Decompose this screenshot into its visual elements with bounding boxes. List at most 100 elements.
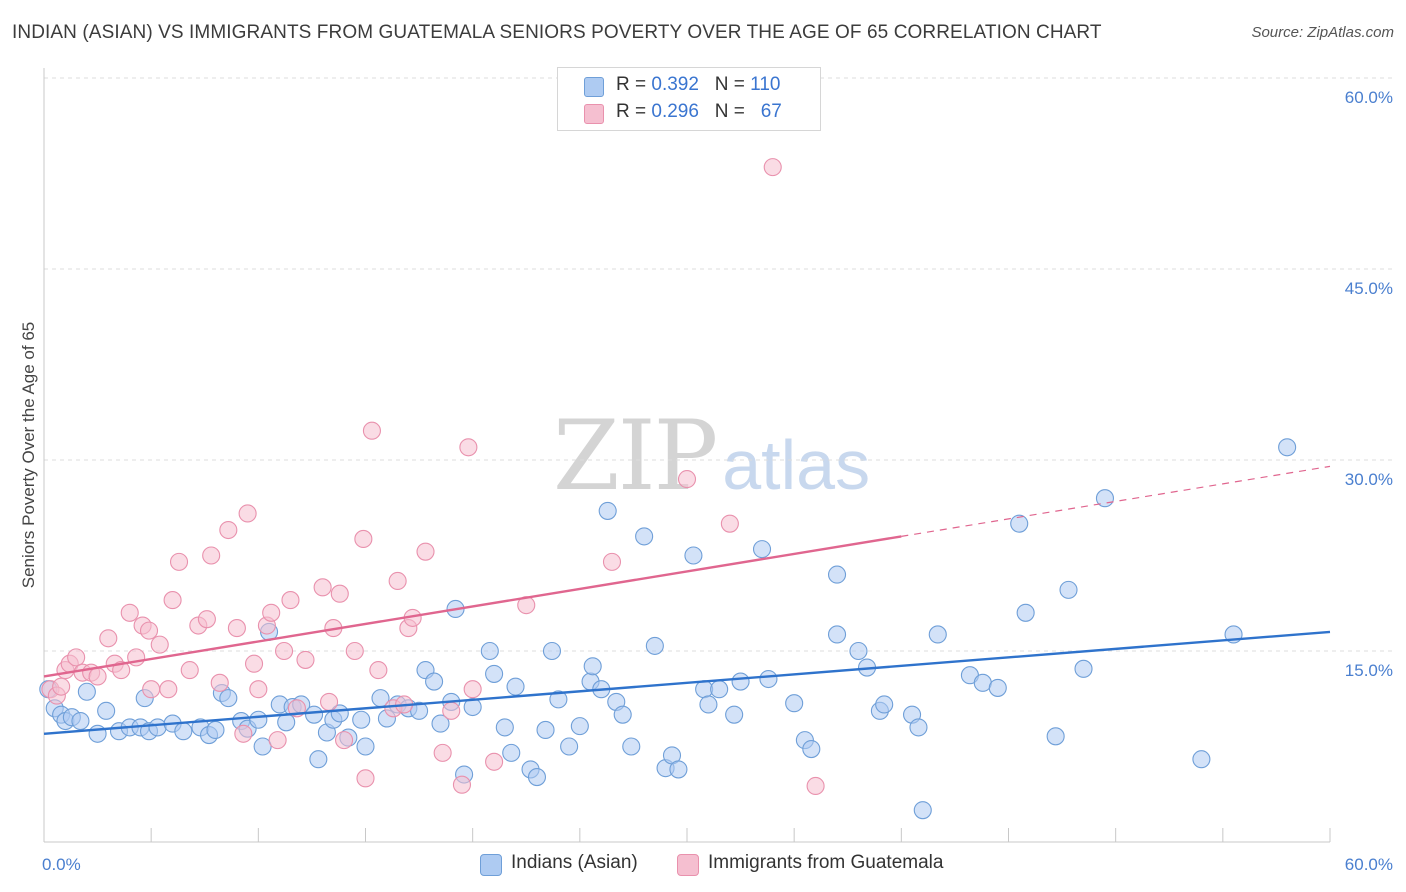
data-point (463, 680, 482, 699)
data-point (356, 737, 375, 756)
trend-line (43, 630, 1331, 735)
data-point (139, 621, 159, 640)
correlation-legend: R = 0.392 N = 110 R = 0.296 N = 67 (557, 67, 821, 131)
data-point (463, 697, 482, 717)
data-point (142, 680, 161, 699)
y-tick-label: 30.0% (1345, 470, 1393, 489)
data-point (88, 724, 107, 743)
data-point (97, 701, 116, 720)
data-point (560, 737, 579, 756)
data-point (909, 718, 928, 737)
data-point (695, 680, 714, 699)
data-point (219, 520, 238, 540)
data-point (148, 718, 167, 737)
data-point (431, 714, 450, 733)
data-point (416, 542, 435, 561)
data-point (234, 724, 253, 743)
data-point (485, 752, 504, 771)
legend-text-indians: R = 0.392 N = 110 (616, 74, 780, 96)
data-point (502, 743, 521, 762)
y-axis-label: Seniors Poverty Over the Age of 65 (19, 322, 38, 588)
legend-r-value: 0.296 (651, 101, 699, 122)
data-point (495, 718, 514, 737)
data-point (262, 603, 281, 622)
data-point (320, 692, 339, 711)
bottom-legend-swatch-pink (677, 854, 699, 876)
data-point (99, 629, 118, 648)
data-point (635, 527, 654, 546)
data-point (598, 501, 617, 520)
x-axis-ticks (43, 828, 1331, 842)
data-point (669, 760, 688, 779)
data-point (806, 776, 825, 796)
data-point (362, 421, 381, 440)
data-point (163, 591, 182, 610)
watermark-zip: ZIP (553, 400, 718, 512)
legend-swatch-pink (584, 104, 604, 124)
data-point (583, 657, 602, 676)
data-point (1278, 438, 1297, 457)
data-point (785, 694, 804, 713)
data-point (253, 737, 272, 756)
data-point (1192, 750, 1211, 769)
data-point (330, 584, 349, 603)
data-point (731, 672, 750, 691)
data-point (356, 769, 375, 788)
trend-lines (43, 465, 1331, 735)
y-tick-label: 60.0% (1345, 88, 1393, 107)
data-point (219, 689, 238, 708)
data-point (268, 731, 287, 750)
data-point (249, 710, 268, 729)
data-point (369, 661, 388, 680)
data-point (77, 682, 96, 701)
data-point (677, 470, 697, 489)
chart-title: INDIAN (ASIAN) VS IMMIGRANTS FROM GUATEM… (12, 22, 1102, 43)
data-point (120, 603, 139, 622)
data-point (238, 504, 257, 523)
data-point (249, 680, 268, 699)
data-point (1059, 580, 1078, 599)
data-point (277, 713, 296, 732)
data-point (827, 565, 847, 584)
data-point (622, 737, 641, 756)
data-point (506, 677, 525, 696)
bottom-legend-label: Indians (Asian) (511, 852, 638, 873)
data-point (425, 672, 444, 691)
data-point (313, 578, 332, 597)
data-point (275, 641, 294, 661)
data-point (169, 552, 189, 571)
bottom-legend-swatch-blue (480, 854, 502, 876)
data-point (452, 775, 472, 794)
data-point (602, 552, 622, 571)
source-label: Source: ZipAtlas.com (1251, 24, 1394, 41)
grid-lines (44, 77, 1392, 652)
data-point (244, 654, 264, 673)
data-point (1016, 603, 1035, 622)
legend-n-value: 110 (750, 74, 781, 95)
data-point (988, 678, 1007, 697)
watermark: ZIPatlas (553, 400, 870, 512)
data-point (352, 710, 371, 729)
bottom-legend-label: Immigrants from Guatemala (708, 852, 944, 873)
data-point (335, 731, 354, 750)
data-point (459, 438, 478, 457)
data-point (1074, 659, 1093, 678)
data-point (296, 650, 315, 669)
data-point (973, 673, 992, 692)
data-point (388, 571, 407, 591)
data-point (1010, 514, 1029, 533)
data-point (570, 717, 589, 736)
data-point (227, 619, 246, 638)
data-point (180, 661, 199, 680)
legend-swatch-blue (584, 77, 604, 97)
data-point (725, 705, 744, 724)
data-point (433, 743, 452, 762)
data-point (159, 680, 178, 699)
data-point (827, 625, 847, 644)
trend-line (43, 535, 902, 678)
data-point (480, 641, 499, 661)
data-point (305, 705, 324, 724)
watermark-atlas: atlas (722, 426, 871, 504)
data-point (802, 739, 821, 759)
data-point (699, 695, 718, 714)
